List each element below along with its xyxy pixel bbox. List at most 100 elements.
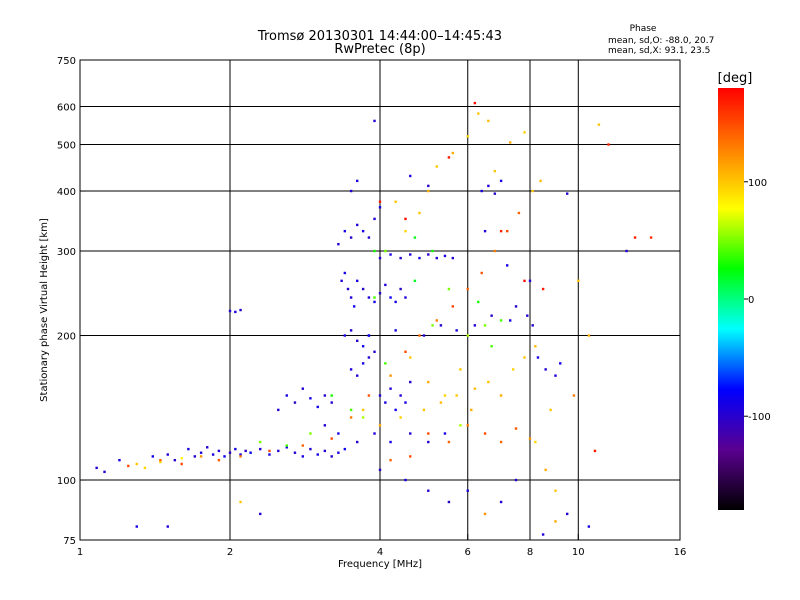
data-point [166, 453, 169, 456]
data-point [526, 314, 529, 317]
data-point [389, 440, 392, 444]
data-point [399, 287, 402, 291]
data-point [633, 236, 637, 239]
data-point [373, 249, 376, 253]
data-point [323, 449, 327, 453]
data-point [384, 283, 387, 287]
y-tick-label: 200 [57, 332, 76, 343]
data-point [422, 408, 426, 412]
data-point [451, 256, 455, 260]
data-point [355, 374, 359, 377]
data-point [409, 253, 412, 256]
data-point [211, 453, 215, 456]
data-point [349, 296, 353, 299]
data-point [499, 500, 503, 504]
data-point [466, 135, 469, 138]
data-point [554, 374, 557, 377]
phase-legend-o-mode: mean, sd,O: -88.0, 20.7 [608, 36, 714, 46]
data-point [268, 449, 271, 453]
data-point [508, 141, 512, 144]
data-point [135, 525, 138, 528]
data-point [409, 380, 412, 384]
data-point [355, 179, 359, 183]
data-point [103, 470, 106, 474]
data-point [534, 440, 537, 444]
data-point [259, 512, 262, 516]
data-point [384, 249, 387, 253]
data-point [455, 329, 458, 332]
data-point [399, 256, 402, 260]
data-point [349, 416, 353, 419]
data-point [443, 432, 447, 435]
data-point [277, 408, 280, 412]
data-point [531, 324, 534, 327]
chart-title: Tromsø 20130301 14:44:00–14:45:43 [257, 29, 502, 44]
data-point [514, 427, 518, 430]
data-point [473, 101, 477, 105]
data-point [127, 464, 130, 468]
data-point [505, 229, 509, 233]
data-point [505, 264, 509, 267]
data-point [593, 449, 597, 453]
data-point [493, 169, 497, 173]
data-point [361, 229, 365, 233]
data-point [361, 362, 365, 365]
data-point [293, 401, 297, 404]
data-point [361, 345, 365, 348]
data-point [330, 394, 333, 397]
data-point [301, 387, 305, 390]
data-point [409, 356, 412, 359]
data-point [337, 432, 340, 435]
data-point [361, 408, 365, 412]
data-point [493, 192, 497, 195]
chart-subtitle: RwPretec (8p) [334, 42, 425, 57]
data-point [180, 462, 183, 466]
data-point [418, 334, 421, 337]
data-point [239, 453, 242, 456]
data-point [439, 401, 443, 404]
data-point [340, 279, 343, 283]
data-point [346, 287, 350, 291]
data-point [422, 334, 426, 337]
data-point [517, 211, 521, 215]
data-point [205, 446, 209, 449]
data-point [649, 236, 653, 239]
data-point [337, 242, 340, 246]
data-point [378, 468, 382, 472]
data-point [389, 296, 392, 299]
data-point [607, 143, 610, 146]
data-point [409, 174, 412, 178]
data-point [330, 401, 333, 404]
data-point [234, 310, 237, 314]
data-point [483, 324, 487, 327]
data-point [193, 455, 197, 458]
data-point [473, 324, 477, 327]
data-point [355, 440, 359, 444]
data-point [309, 432, 312, 435]
data-point [549, 408, 552, 412]
data-point [301, 444, 305, 447]
data-point [143, 466, 147, 470]
data-point [378, 424, 382, 427]
data-point [511, 368, 515, 371]
data-point [373, 300, 376, 304]
scatter-points [95, 101, 653, 536]
data-point [447, 156, 451, 159]
colorbar-ticks: 100 0 -100 [744, 178, 771, 423]
data-point [536, 356, 540, 359]
data-point [355, 223, 359, 227]
data-point [514, 478, 518, 482]
data-point [355, 339, 359, 343]
data-point [404, 478, 407, 482]
data-point [285, 394, 288, 397]
data-point [394, 300, 397, 304]
data-point [343, 447, 347, 451]
x-tick-label: 6 [465, 547, 471, 558]
data-point [431, 249, 434, 253]
x-tick-label: 4 [377, 547, 383, 558]
data-point [493, 249, 497, 253]
y-tick-label: 400 [57, 187, 76, 198]
data-point [343, 334, 347, 337]
data-point [404, 296, 407, 299]
